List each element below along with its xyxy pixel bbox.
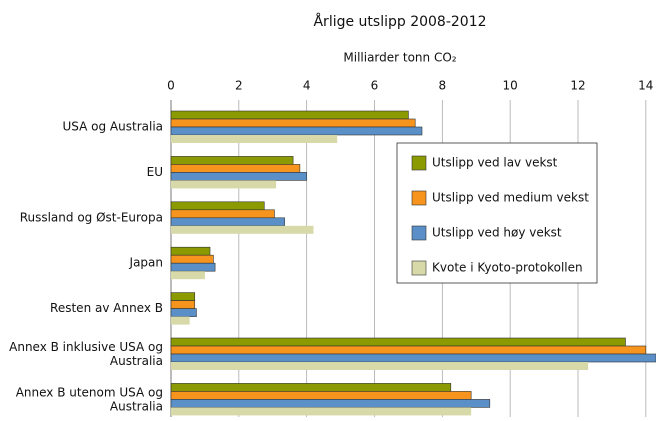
legend-label: Utslipp ved medium vekst [432,191,589,205]
bar [171,407,472,416]
bar [171,271,205,280]
bar [170,300,196,309]
bar [171,135,338,143]
legend-box [396,142,598,284]
bar [170,383,452,392]
x-tick-label: 12 [570,79,585,93]
bar [171,180,277,189]
bar [170,391,472,400]
x-axis-label: Milliarder tonn CO₂ [343,51,456,65]
bar [170,308,197,317]
bar [170,246,211,256]
bar [171,316,190,325]
bar [170,292,196,301]
bar [170,262,216,272]
bar [170,201,265,211]
bar [170,110,409,120]
bar [170,118,416,128]
x-tick-label: 4 [303,79,311,93]
legend-swatch [411,260,427,276]
bar [170,217,285,227]
legend-label: Kvote i Kyoto-protokollen [432,261,583,275]
x-tick-label: 0 [167,79,175,93]
bar [170,337,626,347]
y-tick-label: EU [147,165,163,179]
legend-label: Utslipp ved høy vekst [432,226,562,240]
bar [170,399,491,408]
y-tick-label: Japan [129,256,163,270]
y-tick-label: Resten av Annex B [50,301,163,315]
y-tick-label: USA og Australia [63,120,164,134]
bar [170,164,301,173]
bar [170,172,307,181]
legend-label: Utslipp ved lav vekst [432,156,558,170]
bar [170,209,275,219]
x-tick-label: 8 [439,79,447,93]
x-tick-label: 10 [503,79,518,93]
x-tick-label: 2 [235,79,243,93]
bar [170,254,214,264]
bar [170,126,423,136]
bar [171,225,314,234]
x-tick-label: 6 [371,79,379,93]
bar [170,353,656,363]
chart-title: Årlige utslipp 2008-2012 [313,13,486,30]
y-tick-label: Russland og Øst-Europa [20,210,163,224]
x-tick-label: 14 [638,79,653,93]
legend-swatch [411,190,427,206]
bar [170,345,647,355]
legend-swatch [411,155,427,171]
legend-swatch [411,225,427,241]
y-tick-label: Annex B inklusive USA og Australia [9,340,163,368]
y-tick-label: Annex B utenom USA og Australia [16,385,163,413]
bar [171,362,589,370]
bar [170,156,294,165]
